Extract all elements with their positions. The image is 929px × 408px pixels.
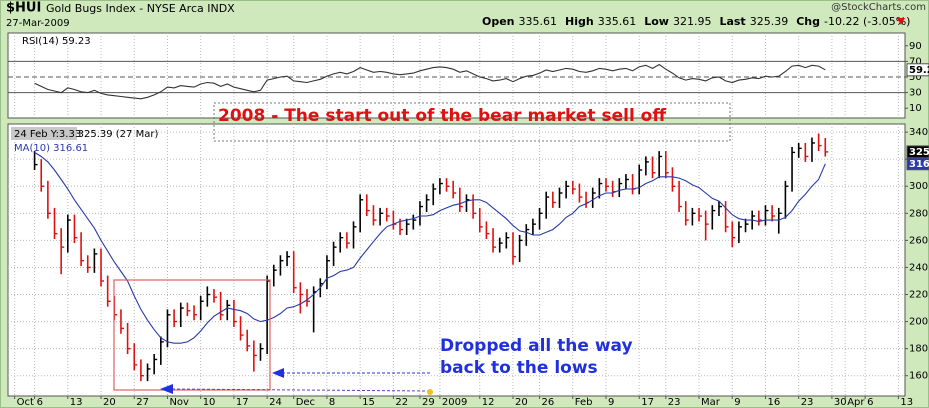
highlight-box [113,279,271,391]
line-series [34,151,826,344]
annotation-box [213,102,731,142]
y-tick-label: 50 [909,72,922,83]
last-value-label: 325 [909,147,929,158]
x-tick-label: 8 [329,397,335,408]
legend-entry: MA(10) 316.61 [14,143,88,154]
quote-value: 335.61 [519,15,558,28]
x-tick-label: 30 [834,397,847,408]
last-value-label: 316 [909,159,929,170]
y-tick-label: 90 [909,41,922,52]
y-tick-label: 160 [909,371,928,382]
tooltip: 24 Feb Y:3.33 [14,129,81,140]
source: @StockCharts.com [831,2,926,13]
y-tick-label: 10 [909,103,922,114]
y-tick-label: 200 [909,317,928,328]
quote-value: -10.22 (-3.05%) [824,15,910,28]
x-tick-label: 6 [37,397,43,408]
x-tick-label: 6 [867,397,873,408]
x-tick-label: Oct [17,397,34,408]
down-arrow [897,18,905,25]
x-tick-label: 13 [70,397,83,408]
x-tick-label: Apr [847,397,865,408]
quote-label: Last [719,15,745,28]
x-tick-label: Feb [575,397,593,408]
x-tick-label: Mar [701,397,721,408]
x-tick-label: 2009 [442,397,467,408]
x-tick-label: 27 [136,397,149,408]
quote-label: Open [482,15,515,28]
x-tick-label: 17 [236,397,249,408]
x-tick-label: Dec [296,397,315,408]
quote: Open 335.61 High 335.61 Low 321.95 Last 325.39 C… [482,15,910,28]
x-tick-label: 24 [269,397,282,408]
x-tick-label: 15 [362,397,375,408]
marker [427,389,433,395]
quote-label: High [565,15,594,28]
arrow-head [272,368,284,378]
x-tick-label: 20 [515,397,528,408]
x-tick-label: 23 [668,397,681,408]
date: 27-Mar-2009 [6,18,70,29]
x-tick-label: 17 [641,397,654,408]
rsi-panel [7,32,906,119]
last-value-box [906,157,929,171]
y-tick-label: 240 [909,262,928,273]
x-tick-label: 13 [900,397,913,408]
y-tick-label: 260 [909,235,928,246]
annotation: Dropped all the way [440,336,633,356]
quote-value: 325.39 [750,15,789,28]
x-tick-label: 9 [608,397,614,408]
tooltip-box [11,127,77,140]
last-value-box [906,63,929,77]
quote-value: 321.95 [673,15,712,28]
x-tick-label: 22 [395,397,408,408]
x-tick-label: Nov [169,397,189,408]
x-tick-label: 26 [542,397,555,408]
legend-entry: RSI(14) 59.23 [22,36,91,47]
arrow-line [171,388,431,392]
legend-entry: $HUI (Daily) 325.39 (27 Mar) [14,129,158,140]
line-series [34,63,826,100]
x-tick-label: 10 [203,397,216,408]
x-tick-label: 29 [422,397,435,408]
y-tick-label: 70 [909,56,922,67]
price-panel [7,123,906,397]
quote-label: Low [644,15,669,28]
x-tick-label: 20 [103,397,116,408]
x-tick-label: 23 [801,397,814,408]
annotation: 2008 - The start out of the bear market … [218,106,666,126]
y-tick-label: 340 [909,127,928,138]
annotation: back to the lows [440,358,598,378]
x-tick-label: 12 [482,397,495,408]
arrow-head [160,384,173,394]
last-value-label: 59.2 [909,65,929,76]
y-tick-label: 280 [909,208,928,219]
symbol: $HUI [6,1,41,16]
y-tick-label: 300 [909,181,928,192]
x-tick-label: 9 [734,397,740,408]
y-tick-label: 30 [909,88,922,99]
y-tick-label: 180 [909,344,928,355]
quote-label: Chg [796,15,820,28]
y-tick-label: 220 [909,290,928,301]
x-tick-label: 16 [767,397,780,408]
quote-value: 335.61 [598,15,637,28]
index-name: Gold Bugs Index - NYSE Arca INDX [46,2,235,15]
